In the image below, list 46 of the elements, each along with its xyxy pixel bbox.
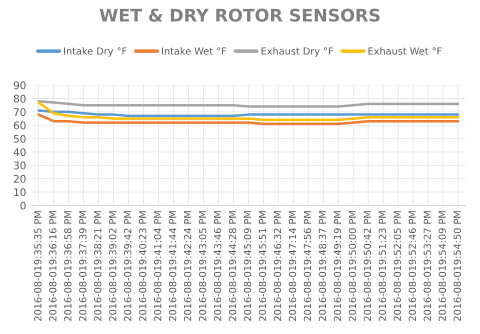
x-tick-label: 2016-08-019:39:02 PM — [109, 211, 116, 321]
x-tick-label: 2016-08-019:41:44 PM — [168, 211, 176, 321]
x-tick-label: 2016-08-019:53:27 PM — [424, 211, 431, 321]
x-tick-label: 2016-08-019:47:56 PM — [304, 211, 312, 321]
x-tick-label: 2016-08-019:42:24 PM — [184, 211, 192, 321]
y-tick-label: 50 — [14, 134, 26, 143]
x-tick-label: 2016-08-019:52:05 PM — [394, 211, 402, 321]
x-tick-label: 2016-08-019:52:46 PM — [408, 211, 416, 321]
legend-label: Exhaust Wet °F — [368, 47, 442, 55]
x-tick-label: 2016-08-019:50:42 PM — [364, 211, 372, 321]
y-tick-label: 0 — [20, 202, 26, 210]
line-series — [37, 101, 460, 122]
x-tick-label: 2016-08-019:43:46 PM — [214, 211, 222, 321]
y-tick-label: 90 — [14, 81, 26, 90]
x-tick-label: 2016-08-019:41:04 PM — [154, 211, 162, 321]
x-tick-label: 2016-08-019:46:32 PM — [274, 211, 282, 321]
line-series — [37, 113, 460, 126]
x-tick-label: 2016-08-019:45:09 PM — [244, 211, 252, 321]
legend-label: Intake Wet °F — [162, 47, 226, 55]
x-tick-label: 2016-08-019:49:19 PM — [334, 211, 342, 321]
x-tick-label: 2016-08-019:51:23 PM — [378, 211, 386, 321]
legend-label: Exhaust Dry °F — [262, 47, 334, 57]
y-tick-label: 60 — [14, 121, 26, 130]
x-tick-label: 2016-08-019:54:09 PM — [438, 211, 446, 321]
x-tick-label: 2016-08-019:35:35 PM — [34, 211, 42, 321]
x-tick-label: 2016-08-019:40:23 PM — [139, 211, 146, 321]
x-tick-label: 2016-08-019:54:50 PM — [454, 211, 461, 321]
x-tick-label: 2016-08-019:50:00 PM — [348, 211, 356, 321]
x-tick-label: 2016-08-019:36:58 PM — [64, 211, 72, 321]
x-tick-label: 2016-08-019:47:14 PM — [288, 211, 296, 321]
y-tick-label: 10 — [14, 188, 26, 196]
y-tick-label: 70 — [14, 108, 26, 116]
x-tick-label: 2016-08-019:36:16 PM — [49, 211, 56, 321]
legend-label: Intake Dry °F — [64, 47, 127, 57]
y-tick-label: 80 — [14, 94, 26, 103]
x-tick-label: 2016-08-019:44:28 PM — [228, 211, 236, 321]
x-tick-label: 2016-08-019:43:05 PM — [198, 211, 206, 321]
y-tick-label: 30 — [14, 162, 26, 170]
x-tick-label: 2016-08-019:38:21 PM — [94, 211, 102, 321]
y-tick-label: 40 — [14, 148, 26, 156]
x-tick-label: 2016-08-019:39:42 PM — [124, 211, 132, 321]
x-tick-label: 2016-08-019:48:37 PM — [318, 211, 326, 321]
x-tick-label: 2016-08-019:37:39 PM — [79, 211, 86, 321]
chart-title: WET & DRY ROTOR SENSORS — [100, 8, 380, 22]
y-tick-label: 20 — [14, 174, 26, 183]
x-tick-label: 2016-08-019:45:51 PM — [258, 211, 266, 321]
